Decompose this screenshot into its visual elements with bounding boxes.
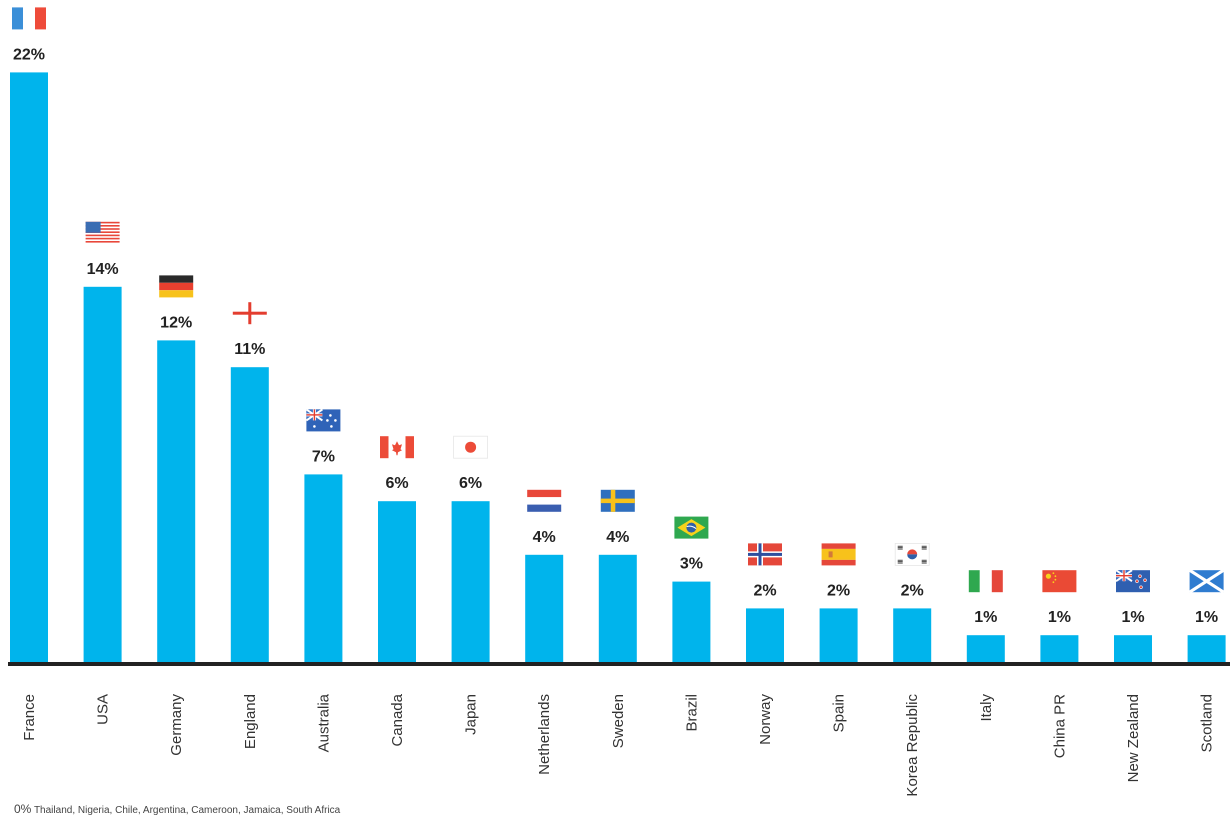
x-axis-baseline [8, 662, 1230, 666]
footnote-countries: Thailand, Nigeria, Chile, Argentina, Cam… [33, 805, 341, 816]
netherlands-flag-icon [527, 489, 562, 512]
bar-korea-republic [893, 608, 932, 662]
bar-australia [304, 474, 343, 662]
bar-canada [378, 501, 416, 662]
value-label-spain: 2% [827, 582, 850, 599]
value-label-new-zealand: 1% [1121, 609, 1144, 626]
korea-republic-flag-icon [894, 543, 930, 566]
bar-england [230, 367, 269, 662]
value-label-scotland: 1% [1195, 609, 1218, 626]
footnote-value: 0% [14, 802, 32, 816]
usa-flag-icon [85, 221, 120, 243]
value-label-japan: 6% [459, 475, 482, 492]
category-label-norway: Norway [757, 694, 774, 745]
value-label-france: 22% [13, 46, 45, 63]
germany-flag-icon [159, 275, 194, 298]
value-label-usa: 14% [87, 261, 119, 278]
bar-germany [157, 340, 196, 662]
brazil-flag-icon [674, 516, 709, 539]
value-label-sweden: 4% [606, 529, 629, 546]
bar-usa [83, 286, 122, 662]
bar-sweden [598, 554, 637, 662]
bar-italy [966, 635, 1005, 662]
bar-new-zealand [1114, 635, 1152, 662]
category-label-brazil: Brazil [683, 694, 700, 732]
value-label-italy: 1% [974, 609, 997, 626]
canada-flag-icon [380, 436, 414, 459]
bar-norway [746, 608, 784, 662]
value-label-brazil: 3% [680, 556, 703, 573]
spain-flag-icon [821, 543, 856, 566]
category-label-korea-republic: Korea Republic [904, 694, 921, 797]
category-label-canada: Canada [389, 693, 406, 746]
sweden-flag-icon [600, 489, 635, 512]
category-label-new-zealand: New Zealand [1125, 694, 1142, 782]
category-label-sweden: Sweden [610, 694, 627, 748]
value-label-australia: 7% [312, 448, 335, 465]
china-pr-flag-icon [1042, 570, 1077, 593]
value-label-norway: 2% [753, 582, 776, 599]
category-label-scotland: Scotland [1199, 694, 1216, 752]
zero-percent-footnote: 0% Thailand, Nigeria, Chile, Argentina, … [14, 803, 340, 817]
value-label-china-pr: 1% [1048, 609, 1071, 626]
category-label-australia: Australia [315, 693, 332, 752]
category-label-england: England [242, 694, 259, 749]
category-label-japan: Japan [463, 694, 480, 735]
italy-flag-icon [968, 570, 1003, 593]
bar-japan [451, 501, 490, 662]
category-label-usa: USA [95, 694, 112, 725]
bar-spain [819, 608, 858, 662]
category-label-france: France [21, 694, 38, 741]
category-label-netherlands: Netherlands [536, 694, 553, 775]
bar-france [10, 72, 48, 662]
bar-scotland [1187, 635, 1226, 662]
france-flag-icon [12, 7, 46, 30]
bar-brazil [672, 581, 711, 662]
value-label-canada: 6% [385, 475, 408, 492]
norway-flag-icon [748, 543, 782, 566]
bar-china-pr [1040, 635, 1079, 662]
england-flag-icon [232, 302, 267, 325]
bar-netherlands [525, 554, 564, 662]
category-label-germany: Germany [168, 694, 185, 756]
value-label-korea-republic: 2% [901, 582, 924, 599]
value-label-germany: 12% [160, 314, 192, 331]
new-zealand-flag-icon [1115, 569, 1150, 593]
category-label-spain: Spain [831, 694, 848, 732]
value-label-england: 11% [234, 341, 265, 358]
category-label-italy: Italy [978, 694, 995, 722]
australia-flag-icon [305, 408, 341, 432]
japan-flag-icon [453, 435, 489, 459]
value-label-netherlands: 4% [533, 529, 556, 546]
scotland-flag-icon [1188, 568, 1225, 594]
category-label-china-pr: China PR [1051, 694, 1068, 758]
